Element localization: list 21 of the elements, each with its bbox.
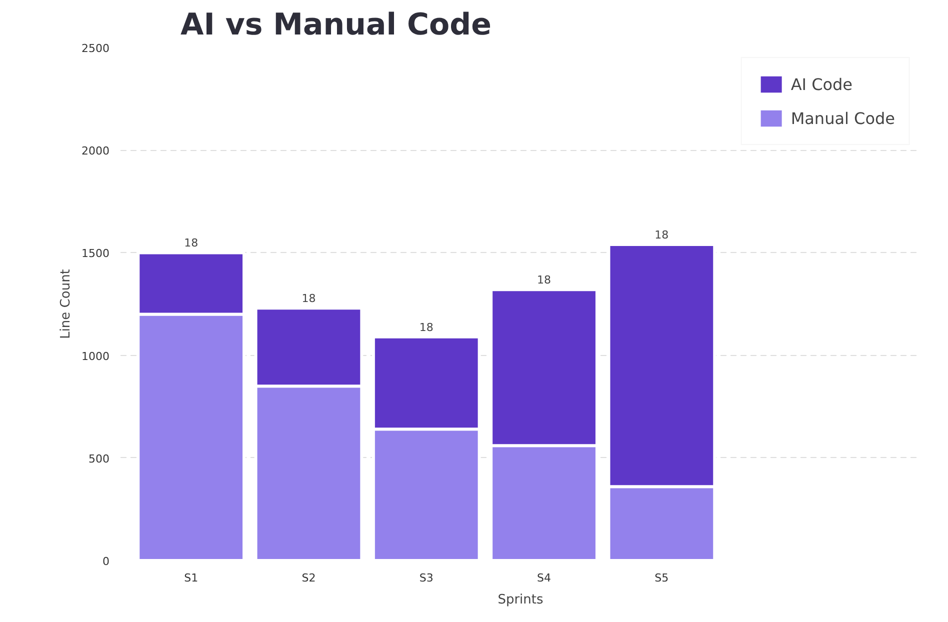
y-tick-label: 500 <box>88 452 110 466</box>
annotation: 18 <box>537 274 552 287</box>
annotation: 18 <box>184 236 198 250</box>
x-tick-label: S5 <box>654 572 669 584</box>
x-tick-label: S4 <box>537 572 552 584</box>
y-tick-label: 1500 <box>82 247 110 260</box>
annotation: 18 <box>654 228 669 242</box>
legend-label: AI Code <box>790 74 853 94</box>
y-axis-title: Line Count <box>58 269 74 339</box>
x-tick-label: S3 <box>419 572 434 584</box>
y-tick-label: 2500 <box>82 42 110 55</box>
y-tick-label: 1000 <box>82 350 110 363</box>
legend-label: Manual Code <box>790 108 895 128</box>
annotation: 18 <box>419 320 434 334</box>
chart-title: AI vs Manual Code <box>180 8 492 42</box>
annotation: 18 <box>302 292 316 306</box>
x-tick-label: S2 <box>302 572 316 584</box>
y-tick-label: 2000 <box>82 144 110 158</box>
x-tick-label: S1 <box>184 572 198 584</box>
y-tick-label: 0 <box>102 555 110 568</box>
x-axis-title: Sprints <box>498 592 544 608</box>
